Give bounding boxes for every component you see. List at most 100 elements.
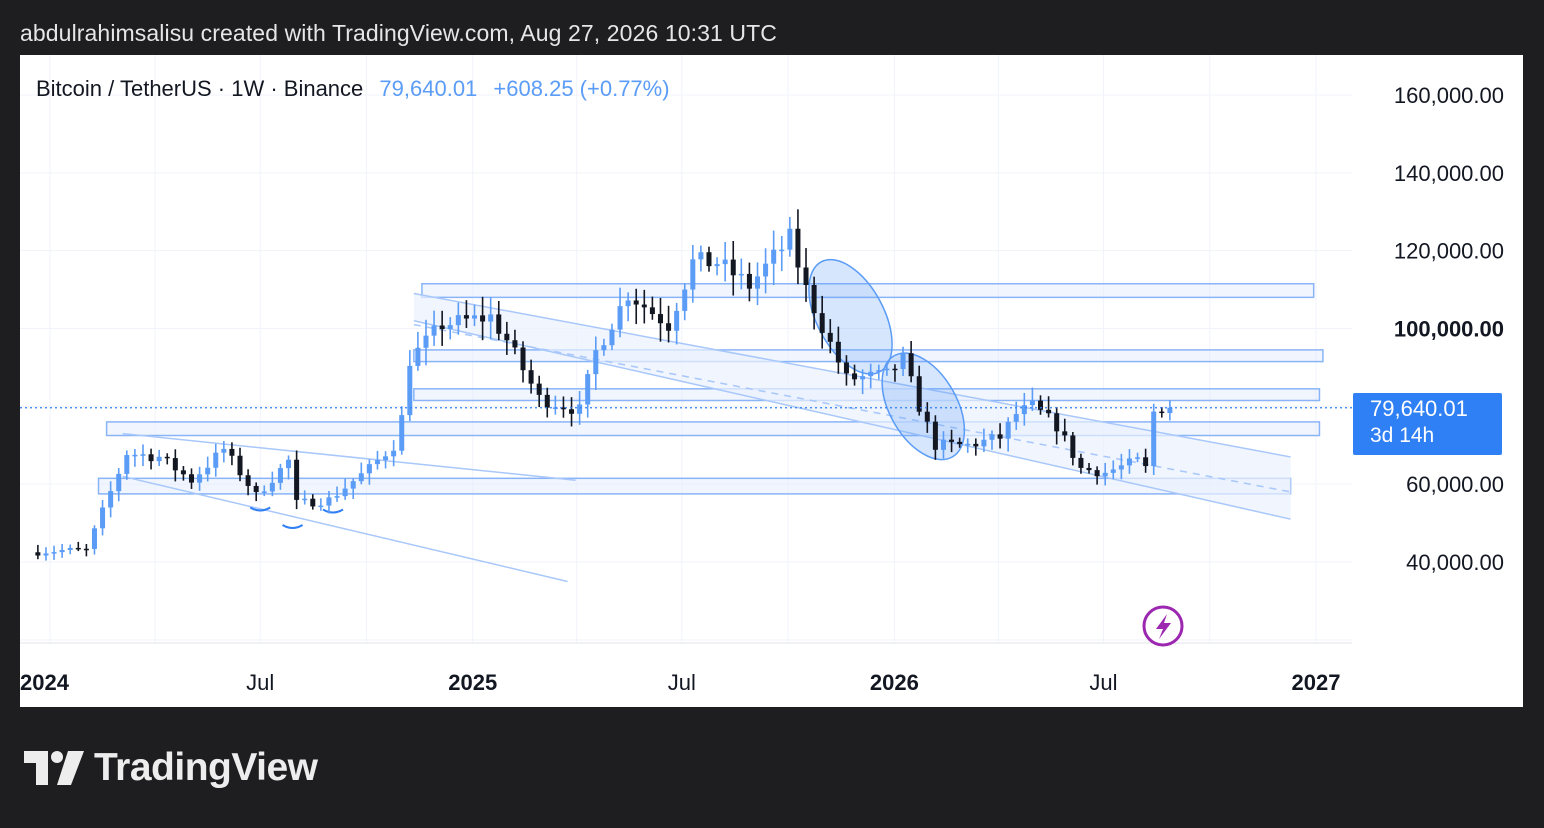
- candle-body: [690, 259, 696, 290]
- candle: [1054, 407, 1060, 445]
- low-marker-arc: [282, 524, 304, 530]
- x-tick-label: Jul: [1089, 670, 1117, 695]
- candle: [1021, 392, 1027, 426]
- candle-body: [787, 228, 793, 250]
- candle: [277, 463, 283, 490]
- candle-body: [819, 313, 825, 333]
- candle-body: [811, 284, 817, 314]
- candle: [714, 257, 720, 276]
- y-tick-label: 100,000.00: [1394, 317, 1504, 342]
- trendline: [122, 432, 576, 482]
- candle: [666, 305, 672, 343]
- candle-body: [674, 310, 680, 331]
- candle: [1135, 452, 1141, 463]
- symbol-last-price: 79,640.01: [379, 76, 478, 101]
- candle: [795, 209, 801, 285]
- candle-body: [91, 528, 97, 549]
- price-zone: [413, 349, 1324, 363]
- symbol-change: +608.25 (+0.77%): [493, 76, 670, 101]
- tradingview-logo-icon: [24, 751, 84, 785]
- candle: [601, 338, 607, 356]
- low-marker-arc: [322, 508, 344, 514]
- trend-channel: [413, 293, 1291, 520]
- candle: [391, 440, 397, 467]
- trendline: [413, 319, 1291, 520]
- candle: [334, 486, 340, 502]
- candle-body: [253, 485, 259, 493]
- candle: [900, 346, 906, 376]
- lightning-icon[interactable]: [1142, 605, 1184, 647]
- candle-body: [940, 439, 946, 450]
- x-tick-label: 2025: [448, 670, 497, 695]
- candle: [237, 447, 243, 482]
- candle: [197, 466, 203, 491]
- candle-body: [997, 434, 1003, 439]
- candle-body: [358, 473, 364, 482]
- candle-body: [1094, 470, 1100, 477]
- candle-body: [876, 370, 882, 372]
- candle: [973, 438, 979, 456]
- footer-brand: TradingView: [94, 746, 318, 789]
- candle-body: [439, 325, 445, 330]
- candle: [674, 302, 680, 345]
- chart-panel[interactable]: 160,000.00 140,000.00 120,000.00 100,000.00…: [20, 55, 1523, 707]
- price-chart[interactable]: 160,000.00 140,000.00 120,000.00 100,000.00…: [20, 55, 1523, 707]
- candle: [989, 430, 995, 450]
- candle-body: [100, 507, 106, 529]
- candle: [1167, 400, 1173, 421]
- x-tick-label: 2024: [20, 670, 70, 695]
- candle-body: [1062, 431, 1068, 436]
- candle: [148, 448, 154, 470]
- candle-body: [221, 448, 227, 453]
- candle-body: [916, 376, 922, 412]
- candle-body: [771, 249, 777, 264]
- candle: [286, 455, 292, 480]
- candle-body: [843, 362, 849, 374]
- candle-body: [957, 441, 963, 445]
- candle-body: [326, 497, 332, 506]
- candle: [374, 450, 380, 470]
- candle-body: [569, 409, 575, 414]
- y-tick-label: 40,000.00: [1406, 550, 1504, 575]
- candle-body: [318, 505, 324, 508]
- candle: [1086, 462, 1092, 474]
- candle: [649, 296, 655, 320]
- candle: [698, 245, 704, 272]
- y-tick-label: 140,000.00: [1394, 161, 1504, 186]
- candle-body: [512, 340, 518, 348]
- candle: [1029, 387, 1035, 411]
- candle: [1102, 462, 1108, 486]
- candle: [730, 241, 736, 296]
- tradingview-logo[interactable]: TradingView: [24, 746, 318, 789]
- candle-body: [1110, 469, 1116, 473]
- candle-body: [520, 347, 526, 371]
- candle-body: [471, 315, 478, 319]
- candle-body: [585, 374, 591, 405]
- candle: [528, 359, 534, 394]
- candle-body: [544, 394, 550, 408]
- candle: [383, 451, 389, 469]
- candle: [1110, 460, 1116, 480]
- candle-body: [488, 314, 494, 322]
- candle: [1062, 418, 1068, 442]
- candle-body: [148, 454, 154, 462]
- candle: [706, 246, 712, 272]
- candle-body: [682, 289, 688, 311]
- candle: [520, 341, 526, 383]
- candle: [763, 248, 769, 294]
- candle: [544, 387, 550, 418]
- price-tag-value: 79,640.01: [1370, 396, 1468, 421]
- candle: [188, 468, 195, 489]
- candle: [59, 543, 65, 558]
- candle-body: [213, 452, 219, 468]
- candle: [423, 319, 429, 366]
- candle: [180, 466, 186, 481]
- candle-body: [180, 470, 186, 475]
- candle-body: [1102, 472, 1108, 477]
- candle: [843, 355, 849, 386]
- candle-body: [657, 314, 663, 324]
- candle: [326, 491, 332, 514]
- candle: [431, 310, 437, 346]
- candle-body: [714, 264, 720, 267]
- symbol-legend[interactable]: Bitcoin / TetherUS · 1W · Binance 79,640…: [36, 76, 670, 102]
